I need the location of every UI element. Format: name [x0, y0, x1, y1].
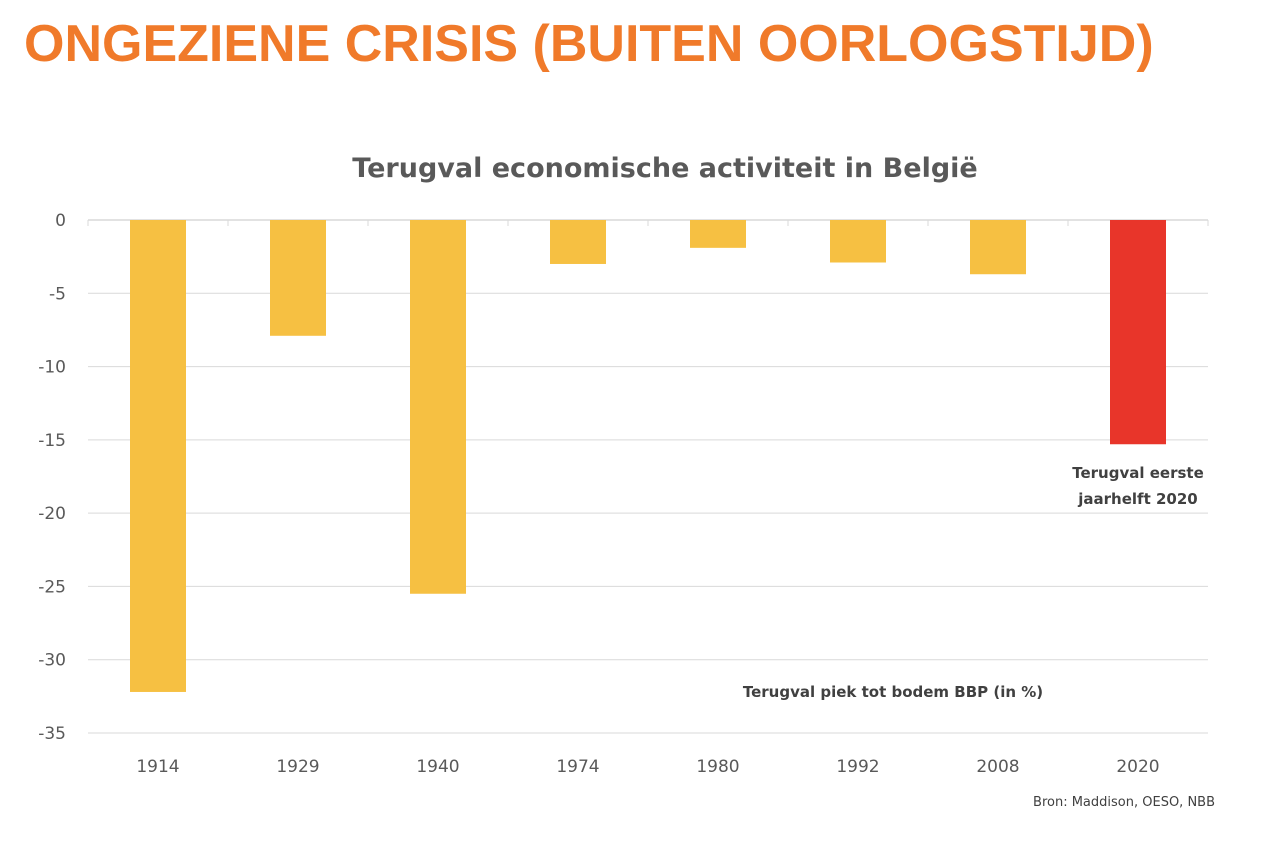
x-tick-label: 1974 [556, 757, 599, 777]
y-tick-label: 0 [55, 211, 66, 231]
y-tick-label: -25 [38, 577, 66, 597]
y-tick-label: -35 [38, 724, 66, 744]
source-note: Bron: Maddison, OESO, NBB [1033, 795, 1215, 810]
bar-2008 [970, 220, 1026, 275]
x-tick-label: 2008 [976, 757, 1019, 777]
x-tick-label: 1992 [836, 757, 879, 777]
slide-headline: ONGEZIENE CRISIS (BUITEN OORLOGSTIJD) [24, 15, 1154, 73]
chart-title: Terugval economische activiteit in Belgi… [352, 153, 977, 184]
y-tick-label: -15 [38, 431, 66, 451]
x-tick-label: 1914 [136, 757, 179, 777]
y-tick-label: -5 [49, 284, 66, 304]
y-tick-label: -30 [38, 651, 66, 671]
y-tick-label: -20 [38, 504, 66, 524]
bar-1974 [550, 220, 606, 264]
bar-1940 [410, 220, 466, 594]
highlight-annotation-line1: Terugval eerste [1072, 464, 1204, 482]
y-tick-label: -10 [38, 358, 66, 378]
bar-1980 [690, 220, 746, 248]
bar-1992 [830, 220, 886, 263]
x-tick-label: 2020 [1116, 757, 1159, 777]
bar-1929 [270, 220, 326, 336]
bar-1914 [130, 220, 186, 692]
x-tick-label: 1940 [416, 757, 459, 777]
highlight-annotation-line2: jaarhelft 2020 [1077, 490, 1197, 508]
x-tick-label: 1980 [696, 757, 739, 777]
series-annotation: Terugval piek tot bodem BBP (in %) [743, 683, 1043, 701]
bar-2020 [1110, 220, 1166, 445]
x-tick-label: 1929 [276, 757, 319, 777]
